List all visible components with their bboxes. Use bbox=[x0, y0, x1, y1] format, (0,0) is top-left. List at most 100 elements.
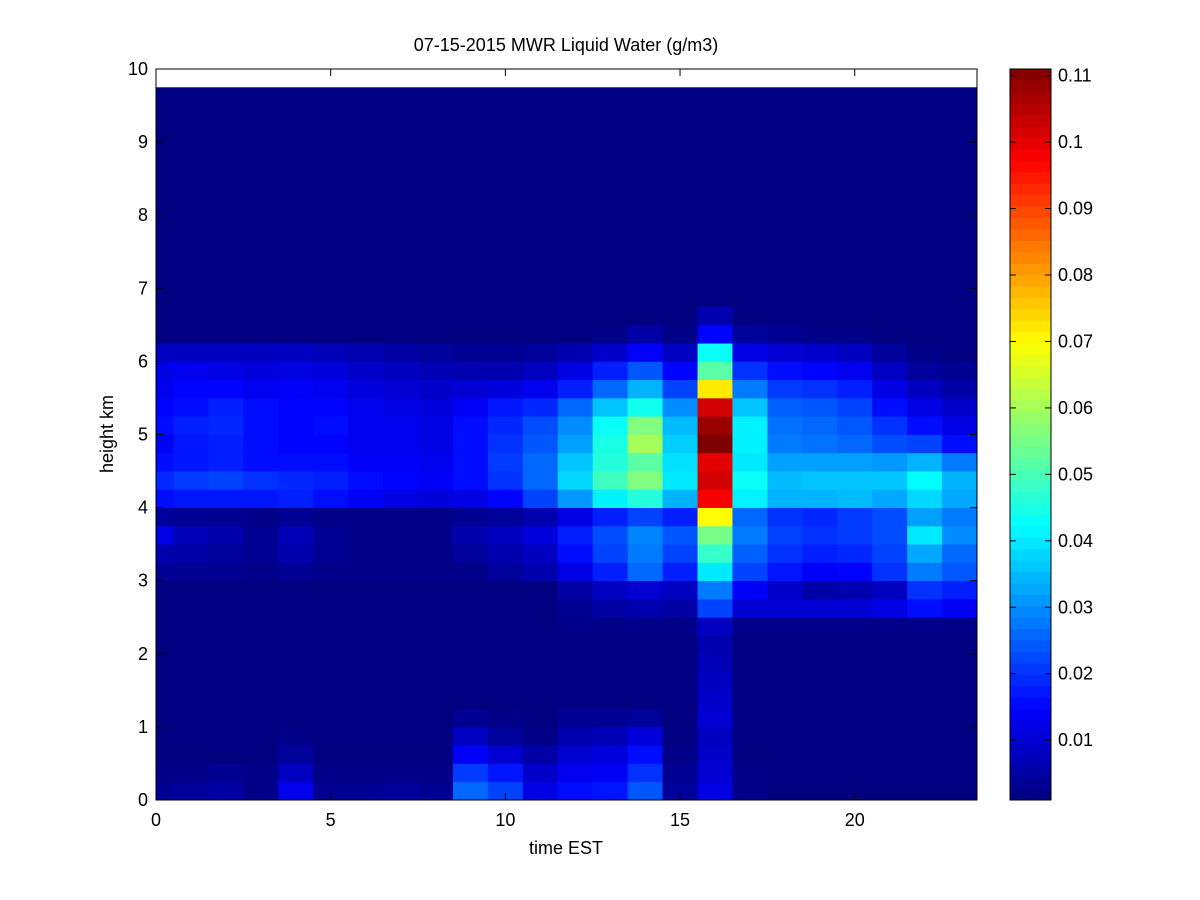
heatmap-cell bbox=[173, 379, 209, 399]
heatmap-cell bbox=[173, 635, 209, 655]
heatmap-cell bbox=[243, 763, 279, 783]
heatmap-cell bbox=[697, 781, 733, 801]
heatmap-cell bbox=[802, 781, 838, 801]
colorbar-swatch bbox=[1010, 377, 1051, 390]
heatmap-cell bbox=[802, 726, 838, 746]
heatmap-cell bbox=[907, 343, 943, 362]
heatmap-cell bbox=[942, 324, 978, 344]
heatmap-cell bbox=[487, 653, 524, 673]
heatmap-cell bbox=[348, 544, 384, 563]
heatmap-cell bbox=[767, 672, 803, 691]
heatmap-cell bbox=[522, 489, 559, 508]
heatmap-cell bbox=[557, 580, 594, 600]
heatmap-cell bbox=[662, 361, 698, 381]
heatmap-cell bbox=[173, 653, 209, 673]
heatmap-cell bbox=[662, 598, 698, 618]
heatmap-cell bbox=[627, 745, 663, 764]
heatmap-cell bbox=[487, 580, 524, 600]
heatmap-cell bbox=[697, 635, 733, 655]
heatmap-cell bbox=[662, 489, 698, 508]
heatmap-cell bbox=[557, 471, 594, 490]
heatmap-cell bbox=[243, 598, 279, 618]
heatmap-cell bbox=[627, 635, 663, 655]
heatmap-cell bbox=[313, 781, 349, 801]
heatmap-cell bbox=[418, 598, 454, 618]
colorbar-swatch bbox=[1010, 742, 1051, 755]
heatmap-cell bbox=[418, 324, 454, 344]
heatmap-cell bbox=[662, 635, 698, 655]
heatmap-cell bbox=[662, 653, 698, 673]
heatmap-cell bbox=[278, 763, 314, 783]
heatmap-cell bbox=[383, 708, 419, 728]
heatmap-cell bbox=[156, 672, 174, 691]
heatmap-cell bbox=[802, 598, 838, 618]
heatmap-cell bbox=[487, 452, 524, 472]
heatmap-cell bbox=[208, 343, 244, 362]
heatmap-cell bbox=[942, 489, 978, 508]
heatmap-cell bbox=[767, 452, 803, 472]
heatmap-cell bbox=[697, 617, 733, 636]
heatmap-cell bbox=[697, 452, 733, 472]
heatmap-cell bbox=[802, 580, 838, 600]
heatmap-cell bbox=[173, 397, 209, 417]
heatmap-cell bbox=[592, 580, 629, 600]
heatmap-cell bbox=[907, 690, 943, 710]
colorbar-swatch bbox=[1010, 434, 1051, 447]
heatmap-cell bbox=[767, 544, 803, 563]
heatmap-cell bbox=[697, 397, 733, 417]
heatmap-cell bbox=[732, 471, 768, 490]
heatmap-cell bbox=[837, 507, 873, 527]
heatmap-cell bbox=[487, 708, 524, 728]
heatmap-cell bbox=[627, 489, 663, 508]
x-axis-label: time EST bbox=[529, 838, 603, 858]
heatmap-cell bbox=[732, 397, 768, 417]
heatmap-cell bbox=[156, 617, 174, 636]
heatmap-cell bbox=[156, 544, 174, 563]
heatmap-cell bbox=[557, 745, 594, 764]
heatmap-cell bbox=[522, 343, 559, 362]
heatmap-cell bbox=[802, 361, 838, 381]
heatmap-cell bbox=[767, 379, 803, 399]
heatmap-cell bbox=[522, 397, 559, 417]
colorbar-swatch bbox=[1010, 628, 1051, 641]
heatmap-cell bbox=[522, 690, 559, 710]
heatmap-cell bbox=[662, 343, 698, 362]
heatmap-cell bbox=[208, 452, 244, 472]
heatmap-cell bbox=[837, 306, 873, 326]
heatmap-cell bbox=[942, 653, 978, 673]
heatmap-cell bbox=[418, 562, 454, 582]
heatmap-cell bbox=[802, 434, 838, 454]
heatmap-cell bbox=[156, 598, 174, 618]
heatmap-cell bbox=[452, 690, 489, 710]
heatmap-cell bbox=[837, 690, 873, 710]
colorbar-swatch bbox=[1010, 503, 1051, 515]
heatmap-cell bbox=[383, 745, 419, 764]
heatmap-cell bbox=[418, 489, 454, 508]
heatmap-cell bbox=[767, 726, 803, 746]
colorbar-tick-label: 0.05 bbox=[1058, 464, 1093, 484]
colorbar-swatch bbox=[1010, 411, 1051, 424]
heatmap-cell bbox=[173, 324, 209, 344]
colorbar-swatch bbox=[1010, 183, 1051, 196]
colorbar-swatch bbox=[1010, 251, 1051, 264]
colorbar-swatch bbox=[1010, 674, 1051, 687]
heatmap-cell bbox=[452, 343, 489, 362]
y-tick-label: 7 bbox=[138, 278, 148, 298]
x-tick-label: 15 bbox=[670, 810, 690, 830]
heatmap-cell bbox=[942, 617, 978, 636]
heatmap-cell bbox=[697, 361, 733, 381]
heatmap-cell bbox=[522, 745, 559, 764]
colorbar-swatch bbox=[1010, 171, 1051, 184]
heatmap-cell bbox=[208, 324, 244, 344]
heatmap-cell bbox=[907, 598, 943, 618]
colorbar-swatch bbox=[1010, 388, 1051, 401]
heatmap-cell bbox=[767, 397, 803, 417]
colorbar-swatch bbox=[1010, 400, 1051, 413]
heatmap-cell bbox=[278, 525, 314, 545]
heatmap-cell bbox=[487, 324, 524, 344]
heatmap-cell bbox=[208, 416, 244, 435]
heatmap-cell bbox=[662, 525, 698, 545]
heatmap-cell bbox=[872, 397, 908, 417]
heatmap-cell bbox=[802, 397, 838, 417]
